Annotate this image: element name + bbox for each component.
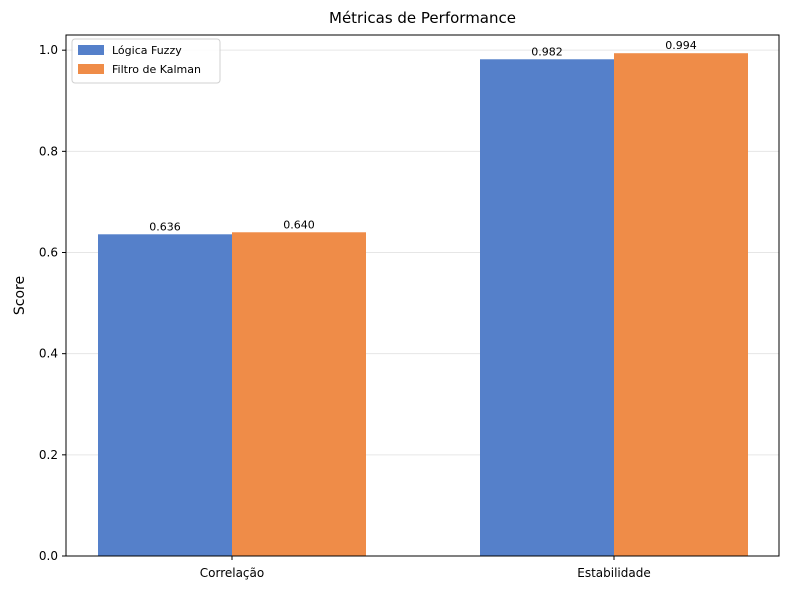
x-tick-label: Correlação <box>200 566 264 580</box>
y-tick-label: 0.2 <box>39 448 58 462</box>
y-axis-ticks: 0.0 0.2 0.4 0.6 0.8 1.0 <box>39 43 66 563</box>
legend-swatch <box>78 64 104 74</box>
bar-value-labels: 0.636 0.640 0.982 0.994 <box>149 39 697 233</box>
y-tick-label: 0.6 <box>39 246 58 260</box>
legend-box <box>71 38 221 84</box>
bar-value-label: 0.982 <box>531 45 563 58</box>
x-axis-ticks: Correlação Estabilidade <box>200 556 651 580</box>
bar <box>98 234 232 556</box>
bar-value-label: 0.994 <box>665 39 697 52</box>
bar <box>232 232 366 556</box>
chart-title: Métricas de Performance <box>329 9 516 27</box>
legend-label: Lógica Fuzzy <box>112 44 182 57</box>
y-tick-label: 0.4 <box>39 347 58 361</box>
bar-value-label: 0.636 <box>149 220 181 233</box>
y-tick-label: 0.0 <box>39 549 58 563</box>
y-tick-label: 0.8 <box>39 144 58 158</box>
bar <box>480 59 614 557</box>
bar <box>614 53 748 556</box>
y-tick-label: 1.0 <box>39 43 58 57</box>
bars <box>98 53 748 557</box>
legend-label: Filtro de Kalman <box>112 63 201 76</box>
axes-frame <box>65 34 780 557</box>
y-axis-label: Score <box>12 276 28 315</box>
bar-value-label: 0.640 <box>283 218 315 231</box>
legend: Lógica Fuzzy Filtro de Kalman <box>71 38 221 84</box>
legend-swatch <box>78 45 104 55</box>
x-tick-label: Estabilidade <box>577 566 650 580</box>
